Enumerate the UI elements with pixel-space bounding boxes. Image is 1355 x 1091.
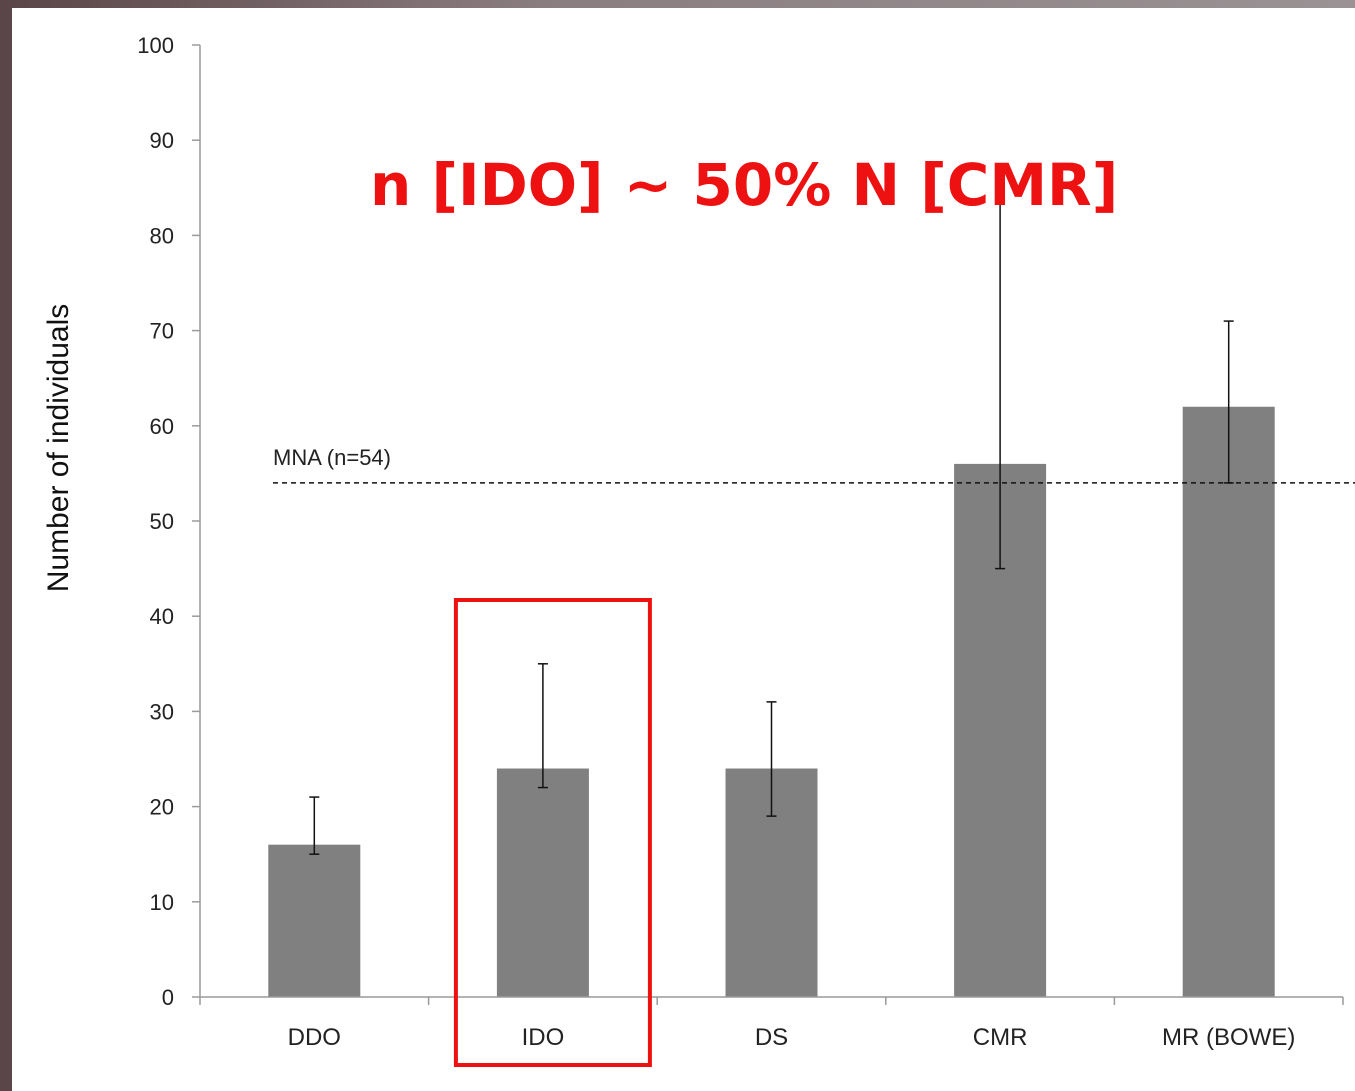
x-tick-label: IDO <box>522 1024 565 1051</box>
x-tick-label: MR (BOWE) <box>1162 1024 1295 1051</box>
x-tick-label: DDO <box>288 1024 341 1051</box>
x-axis: DDO IDO DS CMR MR (BOWE) <box>199 996 1344 1051</box>
y-tick-label: 60 <box>150 414 174 439</box>
chart-panel <box>12 8 1355 1091</box>
y-tick-label: 10 <box>150 890 174 915</box>
y-axis-label: Number of individuals <box>42 304 75 592</box>
y-tick-label: 0 <box>162 985 174 1010</box>
reference-line-group: MNA (n=54) <box>273 445 1355 484</box>
y-tick-label: 30 <box>150 699 174 724</box>
x-tick-label: DS <box>755 1024 788 1051</box>
y-tick-label: 80 <box>150 223 174 248</box>
bars-group <box>268 406 1275 997</box>
bar <box>1182 406 1275 997</box>
y-tick-label: 100 <box>137 33 174 58</box>
y-tick-label: 90 <box>150 128 174 153</box>
error-bars-group <box>309 168 1234 855</box>
bar <box>268 844 361 997</box>
reference-line-label: MNA (n=54) <box>273 445 391 470</box>
bar <box>496 768 589 997</box>
y-tick-label: 20 <box>150 795 174 820</box>
y-tick-label: 40 <box>150 604 174 629</box>
x-tick-label: CMR <box>973 1024 1028 1051</box>
y-axis: 0 10 20 30 40 50 60 70 80 90 100 <box>137 33 201 1010</box>
annotation-text: n [IDO] ~ 50% N [CMR] <box>370 151 1118 219</box>
y-tick-label: 70 <box>150 319 174 344</box>
y-tick-label: 50 <box>150 509 174 534</box>
highlight-box <box>453 598 652 1067</box>
